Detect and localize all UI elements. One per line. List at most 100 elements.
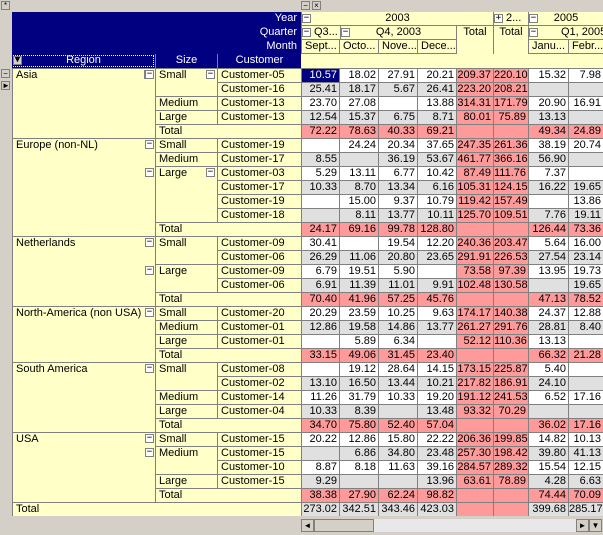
value-cell[interactable]: 38.38 [301,488,339,502]
value-cell[interactable]: 75.80 [339,418,378,432]
value-cell[interactable]: 217.82 [456,376,493,390]
value-cell[interactable] [528,278,568,292]
value-cell[interactable]: 80.01 [456,110,493,124]
value-cell[interactable]: 140.38 [493,306,528,320]
value-cell[interactable]: 15.00 [339,194,378,208]
value-cell[interactable]: 399.68 [528,502,568,516]
value-cell[interactable]: 23.14 [568,250,603,264]
value-cell[interactable]: 14.82 [528,432,568,446]
value-cell[interactable] [378,96,417,110]
value-cell[interactable]: 10.33 [301,180,339,194]
value-cell[interactable] [568,82,603,96]
customer-field-header[interactable]: Customer [217,54,301,68]
collapse-size-button[interactable]: − [145,434,154,443]
value-cell[interactable]: 8.40 [568,320,603,334]
value-cell[interactable]: 11.26 [301,390,339,404]
value-cell[interactable]: 5.90 [378,264,417,278]
value-cell[interactable]: 25.41 [301,82,339,96]
value-cell[interactable]: 73.36 [568,222,603,236]
value-cell[interactable]: 5.29 [301,166,339,180]
value-cell[interactable]: 38.19 [528,138,568,152]
value-cell[interactable] [568,166,603,180]
value-cell[interactable] [301,334,339,348]
collapse-row-button[interactable]: − [1,69,10,78]
value-cell[interactable]: 11.01 [378,278,417,292]
value-cell[interactable]: 314.31 [456,96,493,110]
value-cell[interactable]: 111.76 [493,166,528,180]
value-cell[interactable]: 20.21 [417,68,456,82]
value-cell[interactable]: 6.75 [378,110,417,124]
collapse-2003-button[interactable]: − [302,14,311,23]
value-cell[interactable]: 66.32 [528,348,568,362]
collapse-all-button[interactable]: − [301,1,310,10]
value-cell[interactable]: 19.73 [568,264,603,278]
value-cell[interactable]: 12.20 [417,236,456,250]
value-cell[interactable]: 16.91 [568,96,603,110]
value-cell[interactable]: 128.80 [417,222,456,236]
value-cell[interactable]: 19.11 [568,208,603,222]
value-cell[interactable]: 23.70 [301,96,339,110]
value-cell[interactable]: 22.22 [417,432,456,446]
value-cell[interactable] [493,418,528,432]
value-cell[interactable] [456,222,493,236]
value-cell[interactable] [301,138,339,152]
value-cell[interactable] [493,222,528,236]
value-cell[interactable] [568,362,603,376]
value-cell[interactable]: 423.03 [417,502,456,516]
value-cell[interactable] [339,474,378,488]
value-cell[interactable]: 13.96 [417,474,456,488]
value-cell[interactable]: 6.52 [528,390,568,404]
value-cell[interactable]: 13.44 [378,376,417,390]
value-cell[interactable]: 19.12 [339,362,378,376]
value-cell[interactable]: 119.42 [456,194,493,208]
value-cell[interactable]: 27.91 [378,68,417,82]
value-cell[interactable]: 73.58 [456,264,493,278]
scroll-right-button[interactable]: ► [576,519,589,532]
value-cell[interactable]: 241.53 [493,390,528,404]
value-cell[interactable]: 15.32 [528,68,568,82]
value-cell[interactable]: 69.21 [417,124,456,138]
value-cell[interactable]: 17.16 [568,418,603,432]
value-cell[interactable]: 21.28 [568,348,603,362]
value-cell[interactable]: 39.16 [417,460,456,474]
value-cell[interactable]: 69.16 [339,222,378,236]
value-cell[interactable] [528,194,568,208]
value-cell[interactable]: 87.49 [456,166,493,180]
value-cell[interactable]: 6.34 [378,334,417,348]
value-cell[interactable]: 14.15 [417,362,456,376]
value-cell[interactable]: 10.57 [301,68,339,82]
value-cell[interactable]: 45.76 [417,292,456,306]
value-cell[interactable]: 63.61 [456,474,493,488]
value-cell[interactable]: 30.41 [301,236,339,250]
value-cell[interactable]: 208.21 [493,82,528,96]
value-cell[interactable] [417,334,456,348]
expand-2004-button[interactable]: + [494,14,503,23]
value-cell[interactable]: 291.76 [493,320,528,334]
scroll-down-button[interactable]: ▼ [589,519,602,532]
value-cell[interactable]: 74.44 [528,488,568,502]
collapse-size-button[interactable]: − [145,238,154,247]
value-cell[interactable]: 33.15 [301,348,339,362]
value-cell[interactable]: 8.70 [339,180,378,194]
value-cell[interactable]: 289.32 [493,460,528,474]
value-cell[interactable]: 5.40 [528,362,568,376]
value-cell[interactable]: 93.32 [456,404,493,418]
value-cell[interactable]: 37.65 [417,138,456,152]
value-cell[interactable]: 11.63 [378,460,417,474]
value-cell[interactable]: 191.12 [456,390,493,404]
value-cell[interactable]: 5.89 [339,334,378,348]
value-cell[interactable]: 247.35 [456,138,493,152]
value-cell[interactable]: 102.48 [456,278,493,292]
value-cell[interactable]: 343.46 [378,502,417,516]
value-cell[interactable]: 10.13 [568,432,603,446]
value-cell[interactable]: 27.90 [339,488,378,502]
value-cell[interactable]: 174.17 [456,306,493,320]
value-cell[interactable]: 19.65 [568,180,603,194]
collapse-size-button[interactable]: − [145,140,154,149]
value-cell[interactable]: 24.37 [528,306,568,320]
value-cell[interactable] [456,418,493,432]
value-cell[interactable]: 31.79 [339,390,378,404]
value-cell[interactable]: 13.95 [528,264,568,278]
value-cell[interactable] [493,502,528,516]
value-cell[interactable]: 285.17 [568,502,603,516]
